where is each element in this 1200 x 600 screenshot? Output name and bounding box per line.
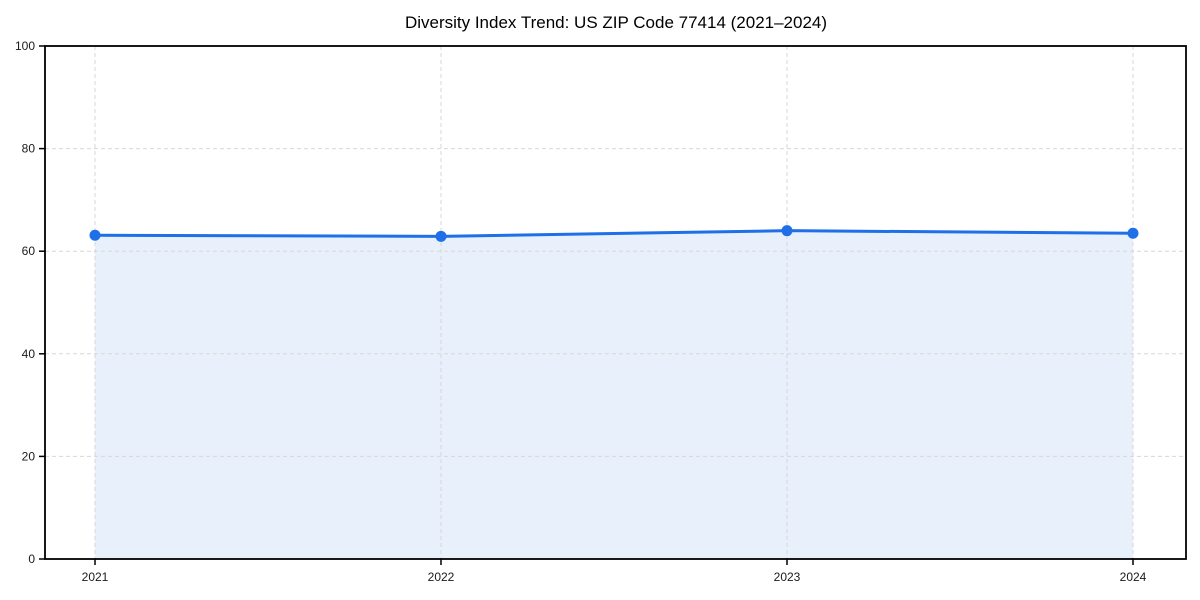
x-tick-label: 2021: [82, 570, 109, 584]
y-tick-label: 40: [22, 347, 36, 361]
tick-labels-layer: 0 20 40 60 80 100 2021 2022 2023 2024: [15, 39, 1147, 584]
data-series-layer: [89, 225, 1139, 242]
x-tick-label: 2022: [428, 570, 455, 584]
y-tick-label: 20: [22, 449, 36, 463]
y-tick-label: 80: [22, 142, 36, 156]
trend-line: [93, 229, 1135, 238]
data-point: [781, 225, 793, 237]
x-tick-label: 2023: [774, 570, 801, 584]
area-fill-layer: [95, 230, 1133, 559]
gridlines-layer: [45, 46, 1186, 559]
y-tick-label: 100: [15, 39, 35, 53]
area-fill: [95, 230, 1133, 559]
x-tick-label: 2024: [1120, 570, 1147, 584]
y-tick-label: 60: [22, 244, 36, 258]
plot-border: [44, 45, 1187, 560]
chart-title: Diversity Index Trend: US ZIP Code 77414…: [405, 13, 827, 32]
data-point: [435, 230, 447, 242]
data-point: [89, 229, 101, 241]
axes-layer: [39, 45, 1187, 565]
y-tick-label: 0: [28, 552, 35, 566]
data-point: [1127, 227, 1139, 239]
